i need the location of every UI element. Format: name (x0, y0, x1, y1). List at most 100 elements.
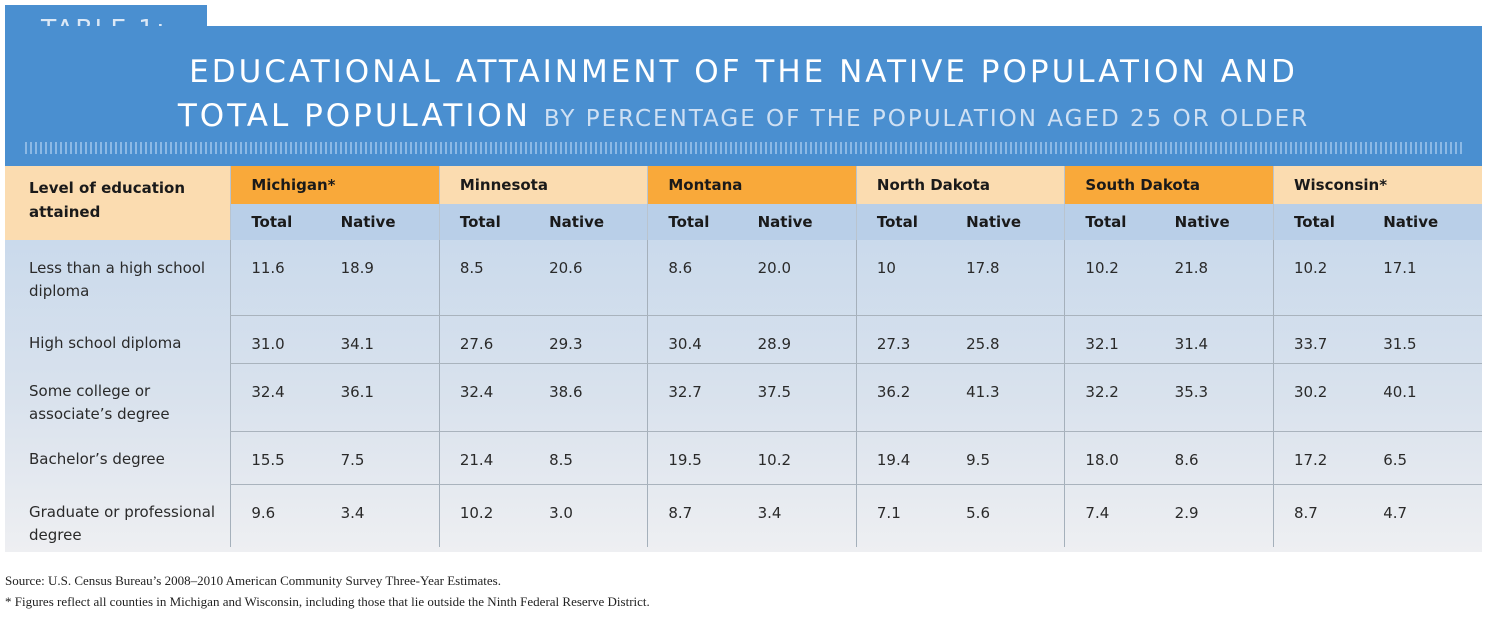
title-subtitle: BY PERCENTAGE OF THE POPULATION AGED 25 … (543, 106, 1310, 132)
source-note: Source: U.S. Census Bureau’s 2008–2010 A… (5, 573, 501, 588)
total-value-cell: 8.5 (438, 240, 544, 316)
native-value-cell: 28.9 (751, 315, 857, 364)
state-header-south-dakota: South Dakota (1064, 166, 1274, 204)
level-cell: High school diploma (29, 334, 182, 352)
subheader-total: Total (230, 204, 335, 240)
native-value-cell: 3.0 (549, 503, 573, 522)
table-row: Graduate or professional degree 9.6 3.4 10.… (5, 484, 1482, 547)
subheader-total: Total (855, 204, 961, 240)
title-line-2: TOTAL POPULATION BY PERCENTAGE OF THE PO… (5, 98, 1482, 134)
subheader-total: Total (1272, 204, 1378, 240)
total-value-cell: 21.4 (438, 431, 544, 485)
native-value-cell: 3.4 (757, 503, 782, 522)
native-value-cell: 41.3 (960, 363, 1065, 432)
state-header-montana: Montana (647, 166, 857, 204)
total-value-cell: 8.6 (647, 240, 752, 316)
level-cell: Less than a high school diploma (29, 259, 206, 300)
total-value-cell: 8.7 (1272, 484, 1378, 547)
subheader-native: Native (1377, 204, 1482, 240)
table-row: Less than a high school diploma 11.6 18.9 8… (5, 240, 1482, 316)
native-value-cell: 8.5 (543, 431, 648, 485)
subheader-total: Total (647, 204, 752, 240)
native-value-cell: 38.6 (543, 363, 648, 432)
native-value-cell: 17.1 (1377, 240, 1482, 316)
total-value-cell: 19.5 (647, 431, 752, 485)
subheader-native: Native (751, 204, 857, 240)
native-value-cell: 6.5 (1377, 431, 1482, 485)
total-value-cell: 32.2 (1064, 363, 1169, 432)
native-value-cell: 7.5 (334, 431, 440, 485)
native-value-cell: 37.5 (751, 363, 857, 432)
total-value-cell: 32.1 (1064, 315, 1169, 364)
total-value-cell: 10.2 (438, 484, 544, 547)
subheader-native: Native (334, 204, 440, 240)
total-value-cell: 15.5 (230, 431, 335, 485)
subheader-native: Native (543, 204, 648, 240)
table-row: Some college or associate’s degree 32.4 36… (5, 363, 1482, 432)
total-value-cell: 7.4 (1064, 484, 1169, 547)
subheader-native: Native (1168, 204, 1274, 240)
total-value-cell: 30.4 (647, 315, 752, 364)
total-value-cell: 11.6 (230, 240, 335, 316)
subheader-total: Total (438, 204, 544, 240)
total-value-cell: 10.2 (1272, 240, 1378, 316)
native-value-cell: 40.1 (1377, 363, 1482, 432)
total-value-cell: 32.4 (230, 363, 335, 432)
total-value-cell: 27.6 (438, 315, 544, 364)
table-row: Bachelor’s degree 15.5 7.5 21.4 8.5 19.5 10.2 1… (5, 431, 1482, 485)
total-value-cell: 10.2 (1064, 240, 1169, 316)
native-value-cell: 35.3 (1168, 363, 1274, 432)
total-value-cell: 17.2 (1272, 431, 1378, 485)
total-value-cell: 9.6 (230, 484, 335, 547)
subheader-row: Total Native Total Native Total Native T… (5, 204, 1482, 240)
table-body: Less than a high school diploma 11.6 18.9 8… (5, 240, 1482, 547)
level-cell: Graduate or professional degree (29, 503, 216, 544)
level-column-header: Level of education attained (5, 166, 231, 240)
native-value-cell: 18.9 (334, 240, 440, 316)
native-value-cell: 20.0 (751, 240, 857, 316)
decorative-dash-rule (25, 142, 1462, 154)
total-value-cell: 33.7 (1272, 315, 1378, 364)
subheader-total: Total (1064, 204, 1169, 240)
table-row: High school diploma 31.0 34.1 27.6 29.3 30.4 2… (5, 315, 1482, 364)
native-value-cell: 31.5 (1377, 315, 1482, 364)
total-value-cell: 10 (855, 240, 961, 316)
title-line-2-text: TOTAL POPULATION (177, 98, 532, 134)
total-value-cell: 18.0 (1064, 431, 1169, 485)
native-value-cell: 36.1 (334, 363, 440, 432)
native-value-cell: 21.8 (1168, 240, 1274, 316)
total-value-cell: 27.3 (855, 315, 961, 364)
footnote: * Figures reflect all counties in Michig… (5, 594, 650, 609)
native-value-cell: 8.6 (1168, 431, 1274, 485)
native-value-cell: 34.1 (334, 315, 440, 364)
title-banner: EDUCATIONAL ATTAINMENT OF THE NATIVE POP… (5, 26, 1482, 166)
state-header-michigan: Michigan* (230, 166, 440, 204)
native-value-cell: 2.9 (1174, 503, 1199, 522)
total-value-cell: 19.4 (855, 431, 961, 485)
total-value-cell: 7.1 (855, 484, 961, 547)
title-line-1: EDUCATIONAL ATTAINMENT OF THE NATIVE POP… (189, 54, 1298, 90)
native-value-cell: 31.4 (1168, 315, 1274, 364)
level-cell: Some college or associate’s degree (29, 382, 170, 423)
state-header-minnesota: Minnesota (438, 166, 648, 204)
native-value-cell: 9.5 (960, 431, 1065, 485)
total-value-cell: 30.2 (1272, 363, 1378, 432)
native-value-cell: 3.4 (340, 503, 365, 522)
subheader-native: Native (960, 204, 1065, 240)
level-cell: Bachelor’s degree (29, 450, 165, 468)
total-value-cell: 36.2 (855, 363, 961, 432)
total-value-cell: 32.4 (438, 363, 544, 432)
native-value-cell: 25.8 (960, 315, 1065, 364)
total-value-cell: 31.0 (230, 315, 335, 364)
attainment-table-container: Level of education attained Michigan* Mi… (5, 166, 1482, 552)
state-header-north-dakota: North Dakota (855, 166, 1065, 204)
native-value-cell: 17.8 (960, 240, 1065, 316)
native-value-cell: 4.7 (1383, 503, 1408, 522)
total-value-cell: 32.7 (647, 363, 752, 432)
native-value-cell: 29.3 (543, 315, 648, 364)
state-header-wisconsin: Wisconsin* (1272, 166, 1482, 204)
native-value-cell: 10.2 (751, 431, 857, 485)
state-header-row: Level of education attained Michigan* Mi… (5, 166, 1482, 240)
attainment-table: Level of education attained Michigan* Mi… (5, 166, 1482, 547)
native-value-cell: 20.6 (543, 240, 648, 316)
